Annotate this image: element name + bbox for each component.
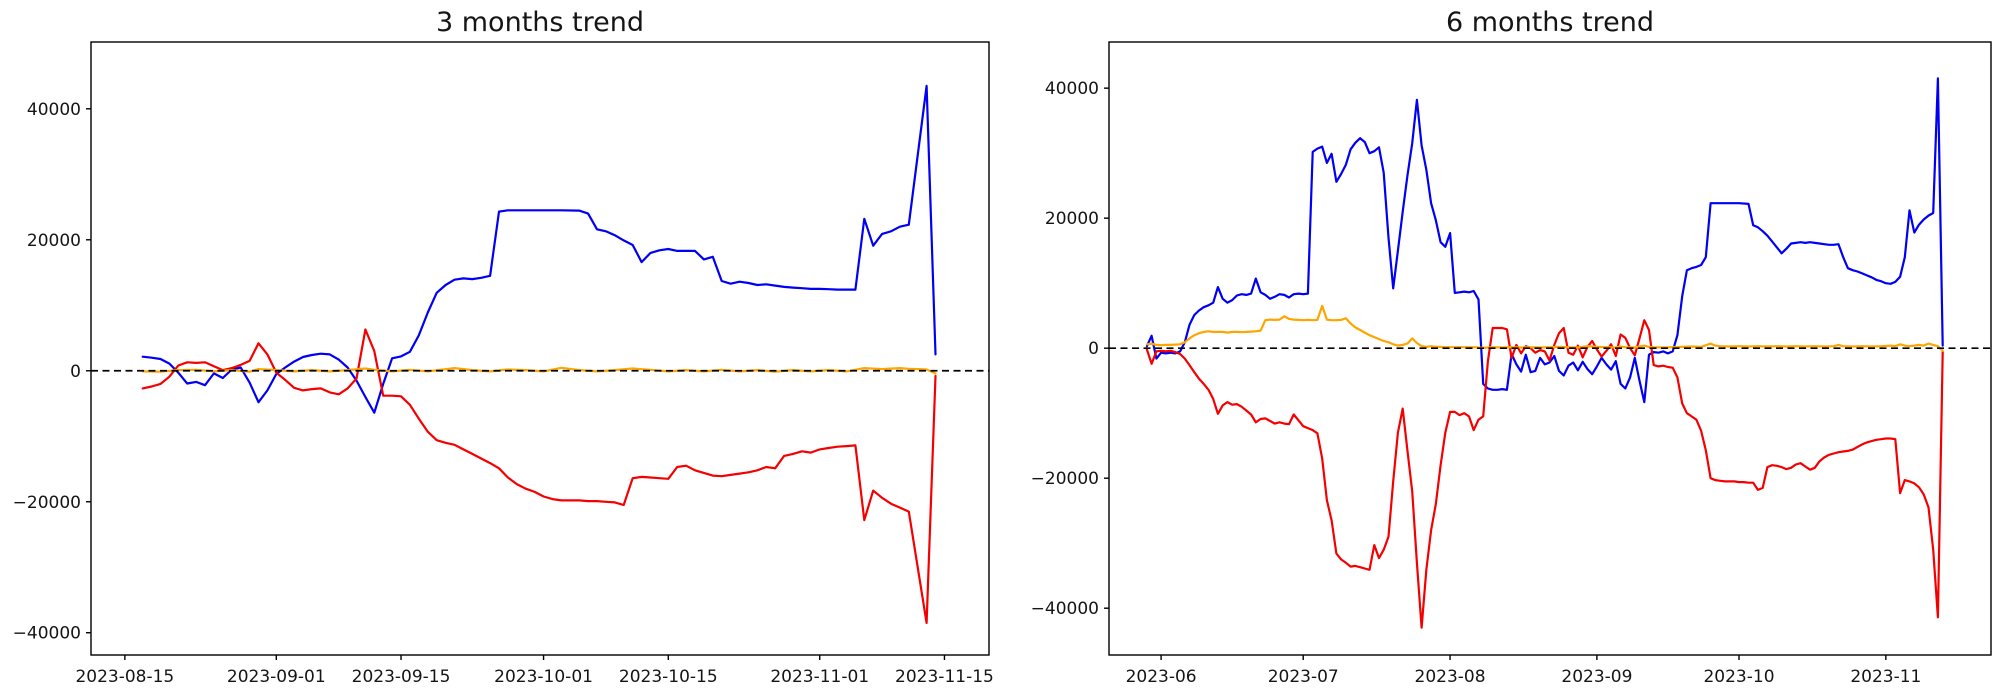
y-tick-label: 20000 [27, 231, 81, 251]
y-tick-label: 20000 [1045, 209, 1099, 229]
x-tick-label: 2023-09-01 [227, 667, 326, 687]
chart-6-months-trend: 6 months trend 40000 20000 0 −20000 −40000 20… [1031, 7, 1992, 687]
x-tick-label: 2023-10-15 [619, 667, 718, 687]
x-tick-label: 2023-07 [1268, 667, 1339, 687]
y-tick-label: −20000 [1031, 469, 1099, 489]
series-blue-line [1145, 77, 1944, 404]
x-tick-label: 2023-08 [1415, 667, 1486, 687]
series-red-line [141, 328, 937, 624]
series-red-line [1145, 319, 1944, 629]
y-tick-label: 0 [70, 362, 81, 382]
plot-area-3-months: 40000 20000 0 −20000 −40000 2023-08-15 2023-09… [13, 41, 994, 687]
x-tick-label: 2023-10 [1703, 667, 1774, 687]
y-tick-label: −20000 [13, 493, 81, 513]
x-tick-label: 2023-10-01 [494, 667, 593, 687]
x-tick-label: 2023-06 [1126, 667, 1197, 687]
chart-title-3-months: 3 months trend [436, 7, 644, 38]
y-tick-label: 40000 [1045, 79, 1099, 99]
y-tick-label: 0 [1088, 339, 1099, 359]
plot-area-6-months: 40000 20000 0 −20000 −40000 2023-06 2023-07 202… [1031, 41, 1992, 687]
y-tick-label: 40000 [27, 100, 81, 120]
x-tick-label: 2023-11-15 [895, 667, 994, 687]
chart-3-months-trend: 3 months trend 40000 20000 0 −20000 −40000 20… [13, 7, 994, 687]
x-tick-label: 2023-09 [1561, 667, 1632, 687]
x-tick-label: 2023-09-15 [352, 667, 451, 687]
y-tick-label: −40000 [1031, 599, 1099, 619]
chart-title-6-months: 6 months trend [1446, 7, 1654, 38]
y-tick-label: −40000 [13, 624, 81, 644]
axes-spines [90, 41, 990, 656]
x-tick-label: 2023-08-15 [75, 667, 174, 687]
x-tick-label: 2023-11 [1850, 667, 1921, 687]
x-tick-label: 2023-11-01 [770, 667, 869, 687]
series-blue-line [141, 84, 937, 414]
series-orange-line [1145, 304, 1944, 352]
